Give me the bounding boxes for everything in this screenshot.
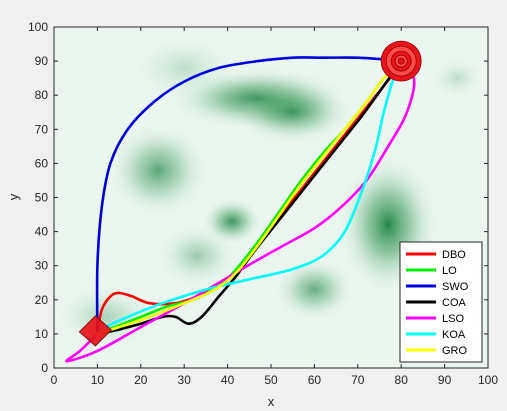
x-tick-label-0: 0 (51, 373, 58, 387)
series-line-gro (96, 59, 403, 336)
y-tick-label-60: 60 (35, 156, 49, 170)
legend-label-gro: GRO (442, 345, 468, 357)
heatmap-blob-5 (276, 259, 353, 320)
series-line-koa (96, 59, 403, 336)
y-tick-label-80: 80 (35, 88, 49, 102)
heatmap-blob-7 (433, 59, 482, 97)
heatmap-blob-8 (159, 225, 236, 286)
y-tick-label-40: 40 (35, 225, 49, 239)
legend-label-swo: SWO (442, 281, 469, 293)
y-axis-label: y (6, 193, 21, 200)
tick-layer: 0 10 20 30 40 50 60 70 80 90 100 0 10 20 30 40 50 60 70 80 9… (28, 20, 498, 387)
x-tick-label-60: 60 (308, 373, 322, 387)
heatmap-blob-9 (136, 37, 232, 98)
series-layer (65, 56, 416, 363)
x-axis-label: x (268, 394, 275, 409)
series-line-swo (95, 56, 403, 336)
x-tick-label-30: 30 (178, 373, 192, 387)
legend-label-koa: KOA (442, 329, 466, 341)
x-tick-label-80: 80 (395, 373, 409, 387)
y-tick-label-70: 70 (35, 122, 49, 136)
goal-point-ring-4 (397, 57, 405, 65)
legend-label-lo: LO (442, 265, 457, 277)
x-tick-label-10: 10 (91, 373, 105, 387)
y-tick-label-50: 50 (35, 191, 49, 205)
y-tick-label-20: 20 (35, 293, 49, 307)
x-tick-label-70: 70 (351, 373, 365, 387)
x-tick-label-50: 50 (264, 373, 278, 387)
start-point-marker (78, 315, 113, 347)
x-tick-label-100: 100 (478, 373, 498, 387)
heatmap-blob-2 (110, 125, 206, 216)
legend-label-lso: LSO (442, 313, 464, 325)
x-tick-label-40: 40 (221, 373, 235, 387)
legend-label-dbo: DBO (442, 249, 466, 261)
legend-label-coa: COA (442, 297, 467, 309)
x-tick-label-90: 90 (438, 373, 452, 387)
y-tick-label-10: 10 (35, 327, 49, 341)
y-tick-label-100: 100 (28, 20, 48, 34)
marker-layer (78, 40, 422, 347)
y-tick-label-90: 90 (35, 54, 49, 68)
series-line-lso (65, 59, 416, 363)
y-tick-label-30: 30 (35, 259, 49, 273)
heatmap-blob-1 (235, 82, 350, 143)
y-tick-label-0: 0 (41, 361, 48, 375)
x-tick-label-20: 20 (134, 373, 148, 387)
legend: DBO LO SWO COA LSO KOA GRO (399, 241, 483, 363)
